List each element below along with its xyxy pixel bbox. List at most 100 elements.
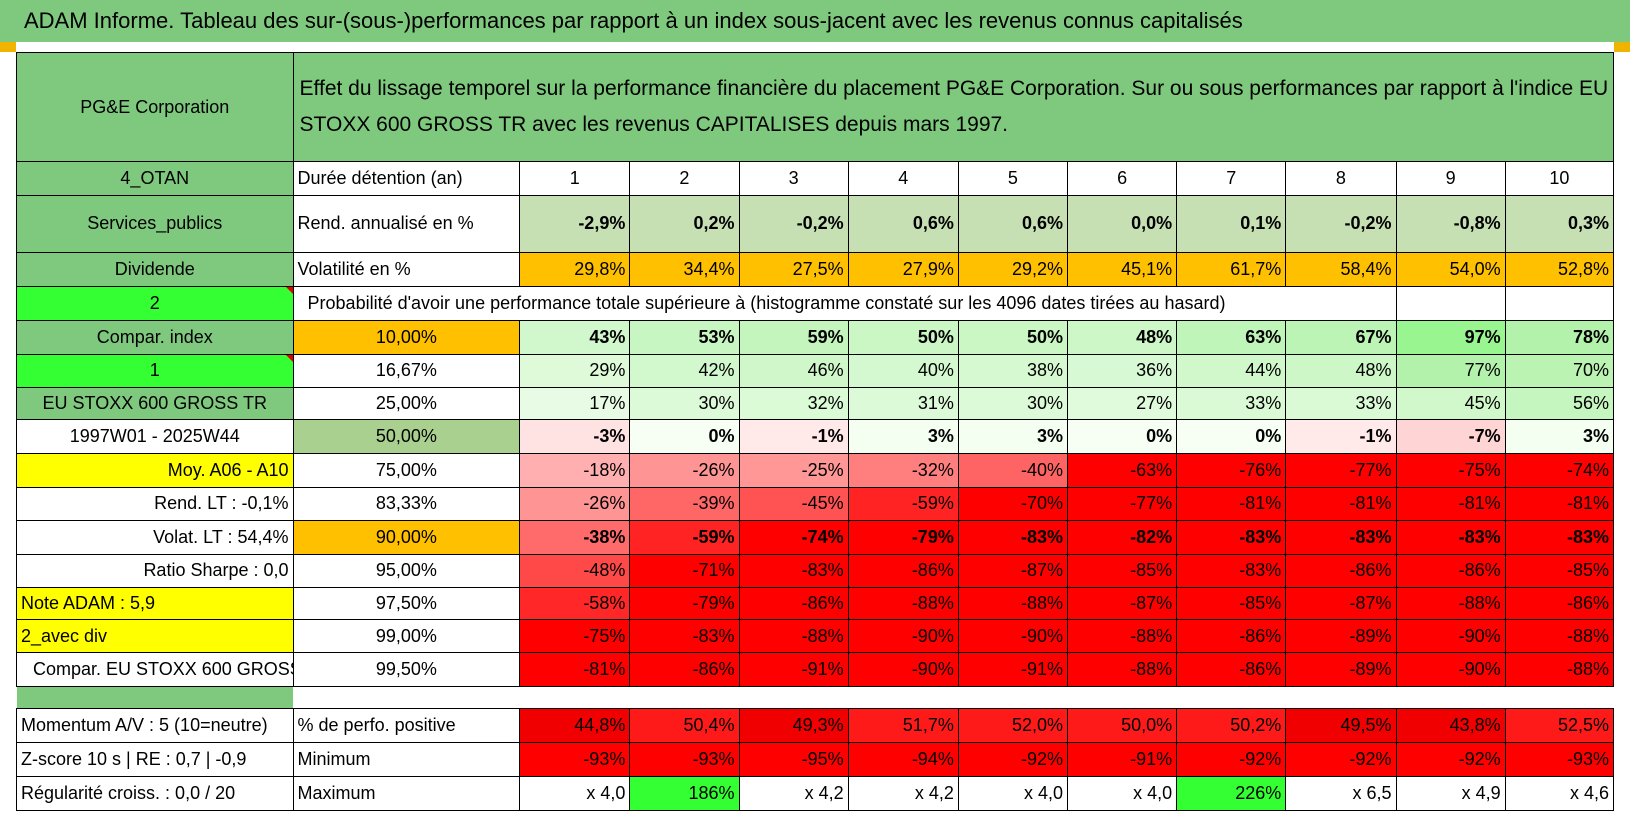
proba-cell: 33% [1176, 386, 1287, 421]
proba-cell: 38% [957, 353, 1069, 388]
corner-marker-right [1614, 42, 1630, 52]
maximum-label: Maximum [292, 776, 521, 811]
proba-cell: -90% [1395, 652, 1506, 688]
proba-cell: 50% [847, 319, 959, 355]
proba-cell: -18% [519, 453, 631, 489]
proba-cell: -86% [1176, 619, 1287, 654]
proba-cell: -91% [957, 652, 1069, 688]
proba-cell: -90% [847, 652, 959, 688]
proba-cell: -85% [1066, 553, 1178, 588]
proba-cell: -70% [957, 487, 1069, 521]
rend-value: 0,0% [1066, 194, 1178, 254]
proba-cell: 0% [1066, 419, 1178, 455]
year-header: 2 [629, 161, 740, 196]
proba-cell: -74% [1504, 453, 1615, 489]
minimum-value: -95% [738, 742, 849, 778]
proba-cell: -40% [957, 453, 1069, 489]
company-name: PG&E Corporation [16, 51, 294, 163]
proba-cell: 46% [738, 353, 849, 388]
proba-cell: -48% [519, 553, 631, 588]
performance-table: PG&E Corporation Effet du lissage tempor… [16, 51, 1615, 811]
otan-label: 4_OTAN [16, 161, 294, 196]
minimum-value: -92% [1285, 742, 1397, 778]
proba-cell: 29% [519, 353, 631, 388]
threshold-cell: 95,00% [292, 553, 521, 588]
maximum-value: x 4,2 [738, 776, 849, 811]
year-header: 5 [957, 161, 1069, 196]
volat-value: 29,2% [957, 252, 1069, 287]
proba-cell: -3% [519, 419, 631, 455]
volat-value: 52,8% [1504, 252, 1615, 287]
volat-label: Volatilité en % [292, 252, 521, 287]
proba-cell: 63% [1176, 319, 1287, 355]
rend-value: 0,3% [1504, 194, 1615, 254]
proba-cell: 31% [847, 386, 959, 421]
proba-cell: -58% [519, 586, 631, 621]
threshold-cell: 97,50% [292, 586, 521, 621]
duree-label: Durée détention (an) [292, 161, 521, 196]
threshold-cell: 99,50% [292, 652, 521, 688]
volat-value: 61,7% [1176, 252, 1287, 287]
proba-cell: -86% [738, 586, 849, 621]
threshold-cell: 10,00% [292, 319, 521, 355]
proba-cell: 67% [1285, 319, 1397, 355]
proba-cell: -87% [957, 553, 1069, 588]
proba-cell: 3% [847, 419, 959, 455]
proba-cell: -90% [957, 619, 1069, 654]
proba-cell: -89% [1285, 619, 1397, 654]
proba-cell: -81% [1395, 487, 1506, 521]
proba-cell: -74% [738, 519, 849, 555]
proba-cell: 77% [1395, 353, 1506, 388]
proba-cell: -83% [1395, 519, 1506, 555]
table-description: Effet du lissage temporel sur la perform… [292, 51, 1615, 163]
rend-label: Rend. annualisé en % [292, 194, 521, 254]
volat-value: 29,8% [519, 252, 631, 287]
perf-pos-value: 43,8% [1395, 708, 1506, 744]
proba-cell: -38% [519, 519, 631, 555]
proba-cell: -89% [1285, 652, 1397, 688]
blank-cell [1504, 285, 1615, 321]
proba-cell: -86% [1176, 652, 1287, 688]
momentum-label: Momentum A/V : 5 (10=neutre) [16, 708, 294, 744]
proba-cell: -83% [1176, 553, 1287, 588]
year-header: 4 [847, 161, 959, 196]
volat-lt-label: Volat. LT : 54,4% [16, 519, 294, 555]
volat-value: 45,1% [1066, 252, 1178, 287]
rend-value: -2,9% [519, 194, 631, 254]
proba-cell: -82% [1066, 519, 1178, 555]
proba-cell: -90% [1395, 619, 1506, 654]
proba-cell: -91% [738, 652, 849, 688]
proba-cell: 43% [519, 319, 631, 355]
proba-cell: 44% [1176, 353, 1287, 388]
proba-cell: -25% [738, 453, 849, 489]
volat-value: 58,4% [1285, 252, 1397, 287]
proba-cell: 36% [1066, 353, 1178, 388]
rend-value: -0,8% [1395, 194, 1506, 254]
minimum-label: Minimum [292, 742, 521, 778]
proba-cell: -88% [1066, 652, 1178, 688]
proba-cell: -26% [519, 487, 631, 521]
proba-cell: -86% [1395, 553, 1506, 588]
rend-value: 0,6% [847, 194, 959, 254]
perf-pos-value: 49,3% [738, 708, 849, 744]
proba-cell: 3% [957, 419, 1069, 455]
proba-cell: -86% [629, 652, 740, 688]
proba-cell: -88% [1395, 586, 1506, 621]
year-header: 3 [738, 161, 849, 196]
year-header: 6 [1066, 161, 1178, 196]
proba-cell: -81% [1504, 487, 1615, 521]
proba-cell: -45% [738, 487, 849, 521]
proba-cell: 78% [1504, 319, 1615, 355]
proba-cell: 48% [1285, 353, 1397, 388]
compar-index-label: Compar. index [16, 319, 294, 355]
zscore-label: Z-score 10 s | RE : 0,7 | -0,9 [16, 742, 294, 778]
proba-cell: 48% [1066, 319, 1178, 355]
value-2-cell: 2 [16, 285, 294, 321]
rend-value: 0,1% [1176, 194, 1287, 254]
threshold-cell: 50,00% [292, 419, 521, 455]
minimum-value: -93% [1504, 742, 1615, 778]
proba-cell: -1% [1285, 419, 1397, 455]
volat-value: 34,4% [629, 252, 740, 287]
proba-cell: -83% [738, 553, 849, 588]
proba-cell: 17% [519, 386, 631, 421]
